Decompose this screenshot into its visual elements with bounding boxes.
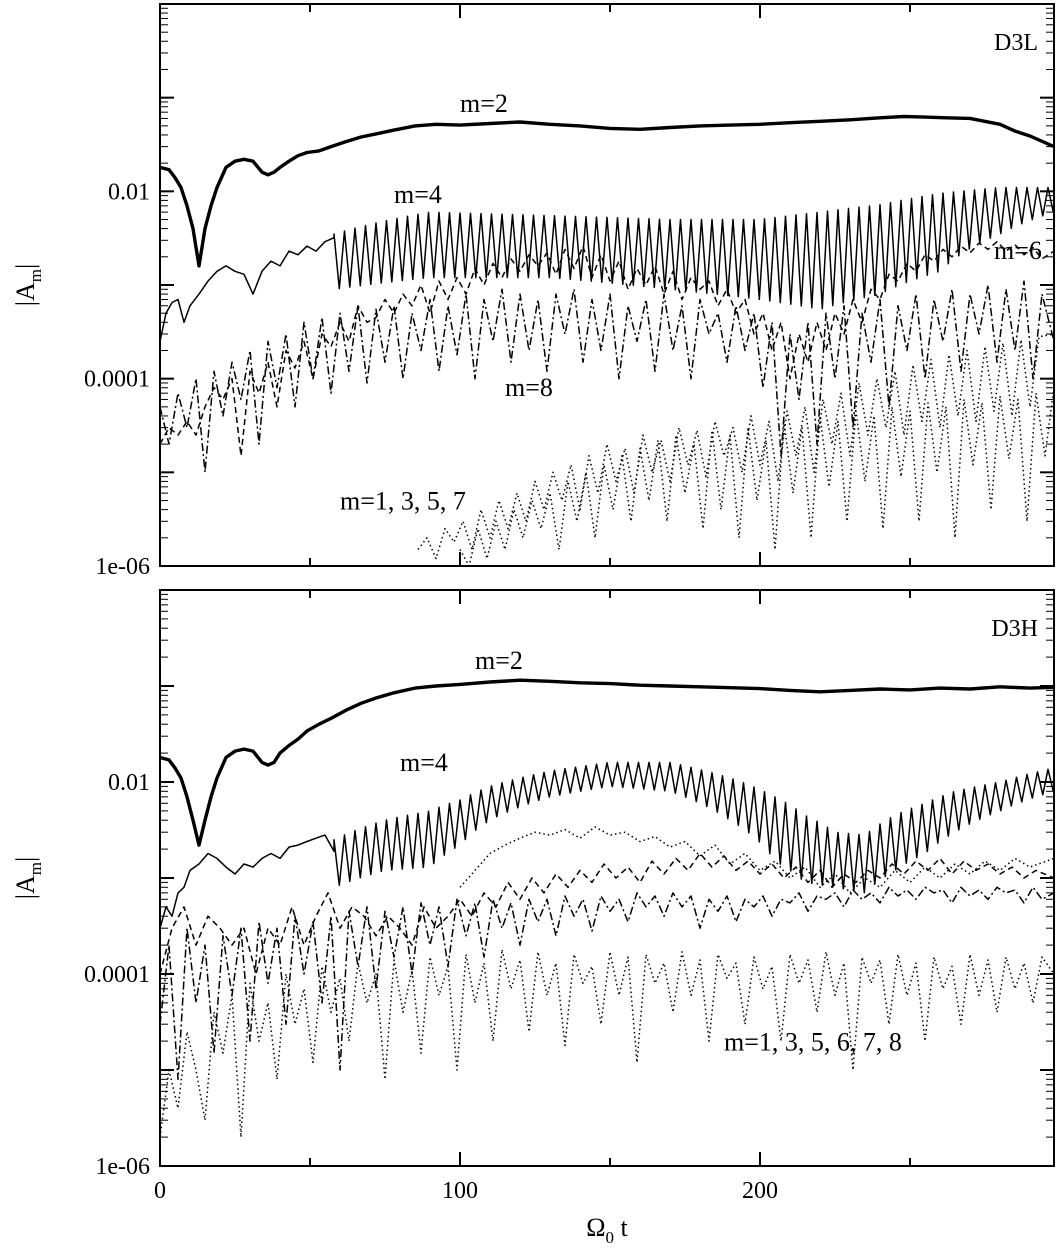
series-annotation: m=2: [475, 646, 523, 675]
series-line-thick: [160, 114, 1054, 268]
bottom-panel-annotations: m=2 m=4 m=1, 3, 5, 6, 7, 8: [400, 646, 902, 1056]
series-annotation: m=4: [394, 180, 442, 209]
series-line-dashdot: [160, 886, 1054, 1081]
top-panel-frame: [159, 3, 1055, 567]
bottom-panel-series: [160, 678, 1054, 1138]
series-annotation: m=1, 3, 5, 6, 7, 8: [724, 1027, 902, 1056]
bottom-panel-x-tick-labels: 0 100 200: [154, 1178, 778, 1204]
series-line-dashed: [160, 852, 1054, 975]
series-line-dashed: [160, 240, 1054, 457]
series-line-thick: [160, 678, 1054, 847]
top-panel-annotations: m=2 m=4 m=6 m=8 m=1, 3, 5, 7: [340, 89, 1042, 515]
series-line-dotted: [160, 948, 1054, 1138]
x-tick-label: 200: [742, 1178, 778, 1204]
top-panel-y-axis-label: |Am|: [11, 264, 45, 306]
top-panel-d3l: 0.01 0.0001 1e-06 m=2 m=4 m=6 m=8 m=1, 3, 5, 7…: [11, 3, 1055, 580]
y-tick-label: 0.01: [108, 179, 150, 205]
y-tick-label: 0.01: [108, 770, 150, 796]
x-tick-label: 0: [154, 1178, 166, 1204]
series-line-dotted: [417, 333, 1054, 560]
series-line-dotted: [459, 826, 1054, 894]
top-panel-series: [160, 114, 1054, 566]
y-tick-label: 0.0001: [84, 962, 150, 988]
bottom-panel-y-axis-label: |Am|: [11, 857, 45, 899]
bottom-panel-d3h: 0.01 0.0001 1e-06 0 100 200 m=2 m=4 m=1, 3, 5,…: [11, 589, 1055, 1247]
series-annotation: m=2: [460, 89, 508, 118]
top-panel-label: D3L: [994, 30, 1038, 56]
bottom-panel-y-tick-labels: 0.01 0.0001 1e-06: [84, 770, 150, 1180]
top-panel-ticks: [159, 4, 1054, 567]
series-annotation: m=8: [505, 373, 553, 402]
bottom-panel-frame: [159, 589, 1055, 1167]
series-line-dashdot: [160, 280, 1054, 474]
series-annotation: m=1, 3, 5, 7: [340, 487, 466, 516]
y-tick-label: 1e-06: [95, 1154, 150, 1180]
y-tick-label: 1e-06: [95, 554, 150, 580]
series-line-thin: [160, 761, 1054, 929]
y-tick-label: 0.0001: [84, 367, 150, 393]
top-panel-y-tick-labels: 0.01 0.0001 1e-06: [84, 179, 150, 580]
series-line-thin: [160, 186, 1054, 342]
x-tick-label: 100: [442, 1178, 478, 1204]
x-axis-label: Ω0 t: [586, 1213, 628, 1247]
bottom-panel-label: D3H: [991, 616, 1038, 642]
series-annotation: m=6: [994, 236, 1042, 265]
series-annotation: m=4: [400, 748, 448, 777]
